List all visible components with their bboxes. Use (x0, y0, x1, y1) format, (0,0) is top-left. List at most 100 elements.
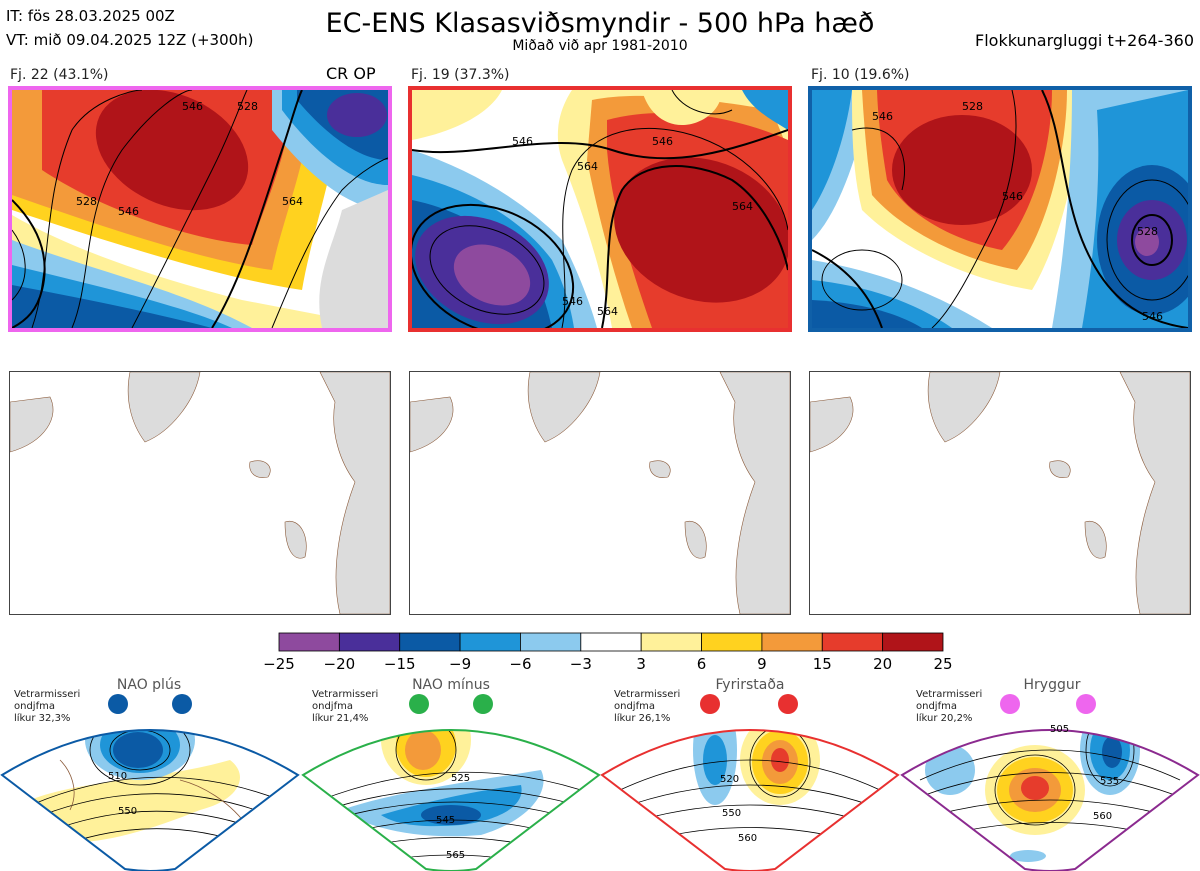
regime-3-contour-label: 520 (720, 774, 739, 785)
contour-lines (12, 90, 388, 328)
contour-label: 564 (577, 160, 598, 173)
contour-label: 528 (962, 100, 983, 113)
regime-2-map: 525 545 565 (301, 694, 601, 871)
anomaly-area (1135, 228, 1159, 256)
page-subtitle: Miðað við apr 1981-2010 (512, 38, 688, 54)
anomaly-area (642, 90, 722, 125)
contour-label: 546 (652, 135, 673, 148)
anomaly-area (412, 90, 502, 140)
contour-lines (812, 90, 1188, 328)
colorbar-segment (640, 632, 702, 652)
regime-2-line2: ondjfma (312, 701, 353, 712)
colorbar-tick-label: 20 (873, 655, 893, 673)
anomaly-area (327, 93, 387, 137)
anomaly-area (812, 90, 852, 210)
regime-4-text: Vetrarmisseri ondjfma líkur 20,2% (916, 689, 982, 725)
regime-4-map: 505 535 560 (900, 694, 1200, 871)
contour-label: 546 (512, 135, 533, 148)
anomaly-area (812, 300, 922, 328)
regime-4-line1: Vetrarmisseri (916, 689, 983, 700)
it-line: IT: fös 28.03.2025 00Z (6, 7, 175, 25)
regime-3-text: Vetrarmisseri ondjfma líkur 26,1% (614, 689, 680, 725)
contour-label: 546 (182, 100, 203, 113)
cluster-map-1-plot: 546 528 528 546 564 (12, 90, 388, 328)
regime-4-line2: ondjfma (916, 701, 957, 712)
colorbar-segment (761, 632, 823, 652)
colorbar-segment (338, 632, 401, 652)
window-label: Flokkunargluggi t+264-360 (975, 31, 1194, 50)
regime-1-line1: Vetrarmisseri (14, 689, 81, 700)
contour-label: 564 (732, 200, 753, 213)
regime-4-line3: líkur 20,2% (916, 713, 973, 724)
colorbar-segment (882, 632, 944, 652)
contour-label: 546 (118, 205, 139, 218)
regime-1-map: 510 550 (0, 694, 300, 871)
contour-label: 546 (1142, 310, 1163, 323)
contour-label: 528 (237, 100, 258, 113)
colorbar-segment (701, 632, 763, 652)
regime-4-marker (1000, 694, 1020, 714)
cluster-3-label: Fj. 10 (19.6%) (811, 67, 910, 83)
contour-lines (412, 90, 788, 328)
anomaly-area (742, 90, 788, 130)
regime-4-title: Hryggur (1023, 677, 1081, 693)
base-map-2 (409, 371, 791, 615)
colorbar-tick-label: −15 (383, 655, 416, 673)
regime-3-title: Fyrirstaða (715, 677, 785, 693)
regime-1-contour-label: 510 (108, 771, 127, 782)
cluster-map-3-plot: 528 546 546 528 546 (812, 90, 1188, 328)
anomaly-area (892, 115, 1032, 225)
regime-4-contour-label: 560 (1093, 811, 1112, 822)
anomaly-area (614, 157, 788, 303)
colorbar-tick-label: 15 (812, 655, 832, 673)
colorbar-segment (520, 632, 582, 652)
base-map-1-land (10, 372, 390, 614)
regime-2-marker (409, 694, 429, 714)
regime-3-marker (778, 694, 798, 714)
regime-1-text: Vetrarmisseri ondjfma líkur 32,3% (14, 689, 80, 725)
cluster-map-2-plot: 546 564 564 546 564 546 (412, 90, 788, 328)
contour-label: 528 (76, 195, 97, 208)
regime-1-contour-label: 550 (118, 806, 137, 817)
colorbar (278, 632, 944, 652)
regime-2-line1: Vetrarmisseri (312, 689, 379, 700)
base-map-3 (809, 371, 1191, 615)
page-title: EC-ENS Klasasviðsmyndir - 500 hPa hæð (325, 8, 875, 39)
regime-3-contour-label: 560 (738, 833, 757, 844)
regime-1-line2: ondjfma (14, 701, 55, 712)
colorbar-tick-label: 25 (933, 655, 953, 673)
vt-line: VT: mið 09.04.2025 12Z (+300h) (6, 31, 254, 49)
regime-1-marker (172, 694, 192, 714)
regime-2-marker (473, 694, 493, 714)
regime-2-contour-label: 525 (451, 773, 470, 784)
anomaly-area (12, 285, 212, 328)
cluster-map-2: 546 564 564 546 564 546 (408, 86, 792, 332)
base-map-3-land (810, 372, 1190, 614)
colorbar-segment (580, 632, 642, 652)
regime-2-text: Vetrarmisseri ondjfma líkur 21,4% (312, 689, 378, 725)
colorbar-segment (459, 632, 521, 652)
contour-label: 546 (562, 295, 583, 308)
colorbar-tick-label: 3 (636, 655, 646, 673)
contour-label: 564 (597, 305, 618, 318)
contour-label: 564 (282, 195, 303, 208)
cluster-map-1: 546 528 528 546 564 (8, 86, 392, 332)
regime-3-marker (700, 694, 720, 714)
contour-label: 528 (1137, 225, 1158, 238)
regime-2-title: NAO mínus (412, 677, 490, 693)
cluster-map-3: 528 546 546 528 546 (808, 86, 1192, 332)
cluster-1-tag: CR OP (326, 64, 376, 83)
regime-4-marker (1076, 694, 1096, 714)
contour-label: 546 (872, 110, 893, 123)
cluster-1-label: Fj. 22 (43.1%) (10, 67, 109, 83)
contour-label: 546 (1002, 190, 1023, 203)
regime-3-line2: ondjfma (614, 701, 655, 712)
regime-3-line3: líkur 26,1% (614, 713, 671, 724)
land-area (319, 190, 388, 328)
colorbar-segment (821, 632, 884, 652)
anomaly-area (95, 90, 249, 211)
colorbar-tick-label: −6 (509, 655, 532, 673)
regime-3-map: 520 550 560 (600, 694, 900, 871)
base-map-2-land (410, 372, 790, 614)
colorbar-tick-label: −9 (449, 655, 472, 673)
